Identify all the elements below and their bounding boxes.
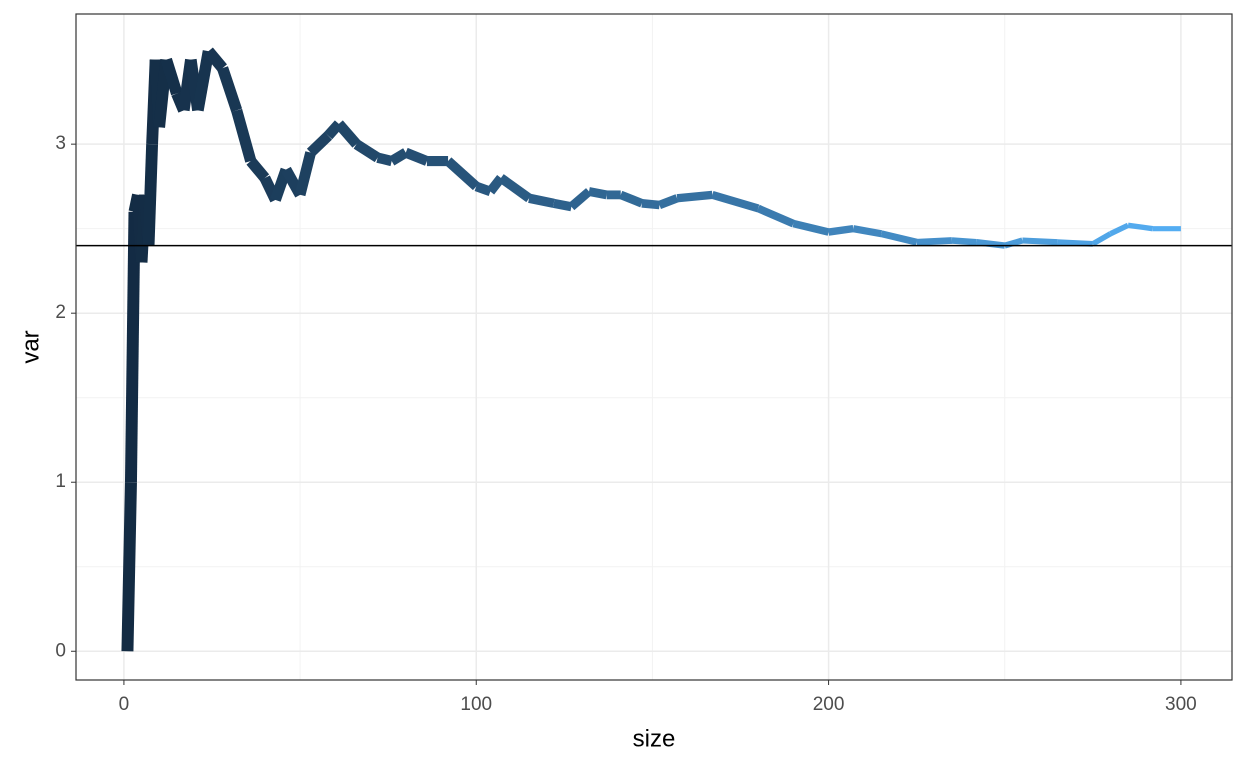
line-segment — [124, 211, 141, 483]
line-segment — [676, 190, 713, 203]
x-axis-label: size — [633, 725, 676, 752]
x-tick-label: 300 — [1165, 694, 1197, 715]
line-segment — [160, 57, 183, 96]
line-segment — [828, 225, 854, 236]
x-tick-label: 0 — [119, 694, 130, 715]
y-tick-label: 0 — [55, 640, 66, 661]
line-segment — [444, 157, 480, 191]
line-segment — [294, 151, 316, 197]
line-segment — [353, 139, 381, 163]
line-segment — [756, 204, 795, 228]
line-segment — [1109, 222, 1130, 237]
line-segment — [306, 131, 333, 157]
line-segment — [528, 193, 555, 208]
plot-background — [76, 14, 1232, 680]
line-segment — [852, 225, 883, 238]
line-segment — [1003, 237, 1024, 249]
line-segment — [334, 120, 361, 148]
line-segment — [641, 199, 660, 210]
line-segment — [192, 50, 215, 112]
line-segment — [711, 190, 760, 213]
line-segment — [376, 152, 393, 167]
y-tick-label: 2 — [55, 302, 66, 323]
line-segment — [486, 175, 505, 195]
line-segment — [552, 198, 573, 212]
line-segment — [1091, 231, 1112, 247]
line-segment — [619, 190, 644, 208]
x-tick-label: 100 — [460, 694, 492, 715]
line-segment — [498, 174, 532, 203]
panel-border — [75, 13, 1233, 681]
line-segment — [246, 157, 270, 182]
line-segment — [568, 188, 592, 211]
line-segment — [142, 143, 159, 246]
line-segment — [231, 108, 257, 163]
line-segment — [474, 181, 492, 197]
y-tick-label: 1 — [55, 471, 66, 492]
line-segment — [657, 194, 679, 209]
line-segment — [204, 47, 227, 72]
line-segment — [121, 482, 137, 652]
line-segment — [1127, 222, 1154, 232]
x-tick-label: 200 — [813, 694, 845, 715]
line-segment — [1022, 237, 1058, 246]
y-axis-label: var — [17, 330, 44, 363]
line-segment — [217, 66, 243, 113]
line-segment — [389, 148, 409, 166]
line-segment — [951, 237, 977, 246]
line-segment — [916, 237, 953, 246]
line-segment — [1057, 239, 1093, 247]
line-segment — [403, 147, 429, 166]
line-segment — [792, 219, 830, 236]
line-segment — [588, 187, 608, 200]
line-segment — [880, 230, 918, 246]
y-tick-label: 3 — [55, 133, 66, 154]
